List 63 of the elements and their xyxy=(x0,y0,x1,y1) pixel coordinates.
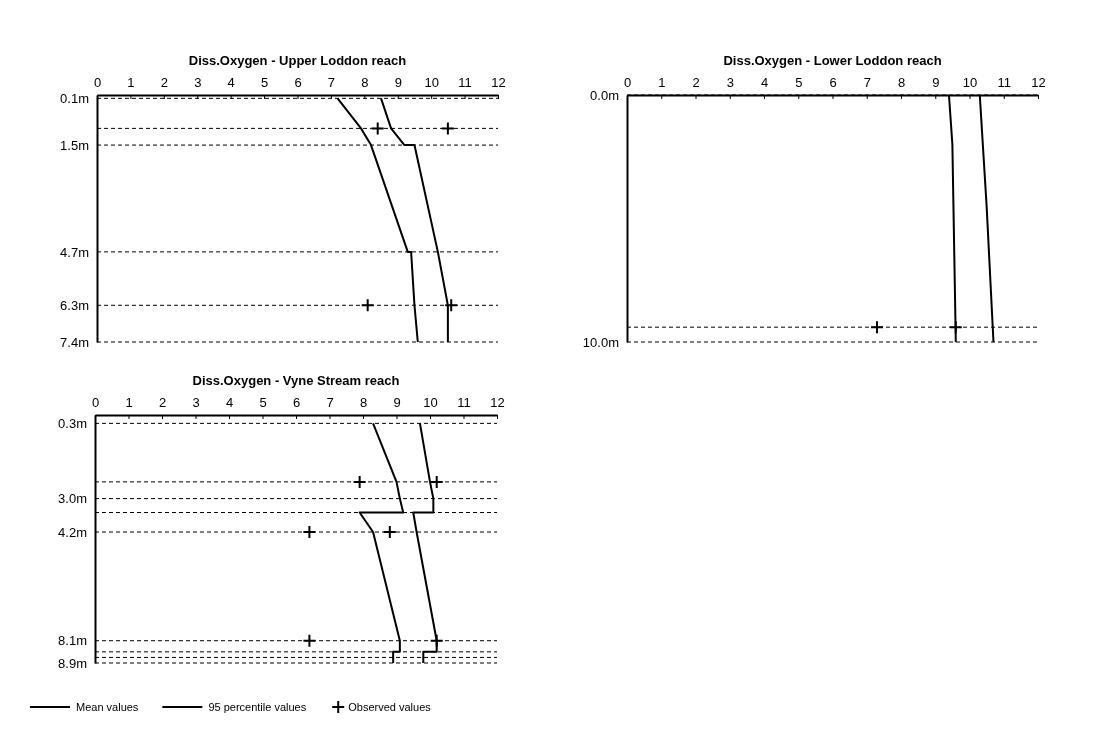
x-tick-label: 12 xyxy=(1031,75,1046,90)
x-tick-label: 1 xyxy=(658,75,666,90)
chart-title: Diss.Oxygen - Upper Loddon reach xyxy=(188,53,407,68)
x-tick-label: 3 xyxy=(726,75,734,90)
chart-title: Diss.Oxygen - Vyne Stream reach xyxy=(192,373,400,388)
x-tick-label: 11 xyxy=(458,75,472,90)
x-tick-label: 0 xyxy=(93,75,102,90)
y-tick-label: 8.9m xyxy=(58,655,87,671)
x-tick-label: 3 xyxy=(192,395,200,410)
point xyxy=(302,525,317,540)
y-tick-label: 4.2m xyxy=(58,524,87,540)
x-tick-label: 2 xyxy=(158,395,167,410)
x-tick-label: 4 xyxy=(760,75,769,90)
x-tick-label: 11 xyxy=(457,395,471,410)
legend-label: 95 percentile values xyxy=(208,701,307,713)
x-tick-label: 4 xyxy=(225,395,234,410)
y-tick-label: 8.1m xyxy=(58,633,87,649)
y-tick-label: 7.4m xyxy=(60,334,89,350)
x-tick-label: 10 xyxy=(424,75,439,90)
x-tick-label: 4 xyxy=(227,75,235,90)
y-tick-label: 4.7m xyxy=(60,244,89,260)
x-tick-label: 12 xyxy=(490,395,505,410)
point xyxy=(352,474,367,489)
point xyxy=(382,525,397,540)
x-tick-label: 9 xyxy=(394,75,402,90)
y-tick-label: 0.1m xyxy=(60,91,89,106)
y-tick-label: 3.0m xyxy=(58,491,87,507)
x-tick-label: 7 xyxy=(863,75,871,90)
x-tick-label: 1 xyxy=(125,395,133,410)
x-tick-label: 5 xyxy=(795,75,803,90)
x-tick-label: 7 xyxy=(327,75,336,90)
x-tick-label: 12 xyxy=(491,75,506,90)
x-tick-label: 0 xyxy=(91,395,100,410)
x-tick-label: 9 xyxy=(932,75,940,90)
point xyxy=(429,633,444,648)
x-tick-label: 6 xyxy=(292,395,301,410)
y-tick-label: 10.0m xyxy=(582,334,619,350)
x-tick-label: 0 xyxy=(623,75,632,90)
x-tick-label: 8 xyxy=(361,75,369,90)
x-tick-label: 5 xyxy=(260,75,269,90)
legend-label: Observed values xyxy=(348,701,432,713)
legend-label: Mean values xyxy=(76,701,139,713)
x-tick-label: 9 xyxy=(393,395,401,410)
point xyxy=(429,474,444,489)
x-tick-label: 2 xyxy=(692,75,700,90)
x-tick-label: 8 xyxy=(359,395,368,410)
x-tick-label: 5 xyxy=(259,395,267,410)
chart-title: Diss.Oxygen - Lower Loddon reach xyxy=(723,53,942,68)
y-tick-label: 6.3m xyxy=(60,297,89,313)
point xyxy=(302,633,317,648)
x-tick-label: 3 xyxy=(194,75,202,90)
x-tick-label: 10 xyxy=(962,75,978,90)
x-tick-label: 11 xyxy=(997,75,1011,90)
x-tick-label: 7 xyxy=(326,395,334,410)
x-tick-label: 10 xyxy=(423,395,438,410)
y-tick-label: 0.0m xyxy=(590,87,619,103)
x-tick-label: 6 xyxy=(294,75,302,90)
x-tick-label: 8 xyxy=(897,75,906,90)
x-tick-label: 6 xyxy=(829,75,837,90)
y-tick-label: 0.3m xyxy=(58,416,87,432)
y-tick-label: 1.5m xyxy=(60,137,89,153)
x-tick-label: 1 xyxy=(127,75,135,90)
x-tick-label: 2 xyxy=(160,75,168,90)
